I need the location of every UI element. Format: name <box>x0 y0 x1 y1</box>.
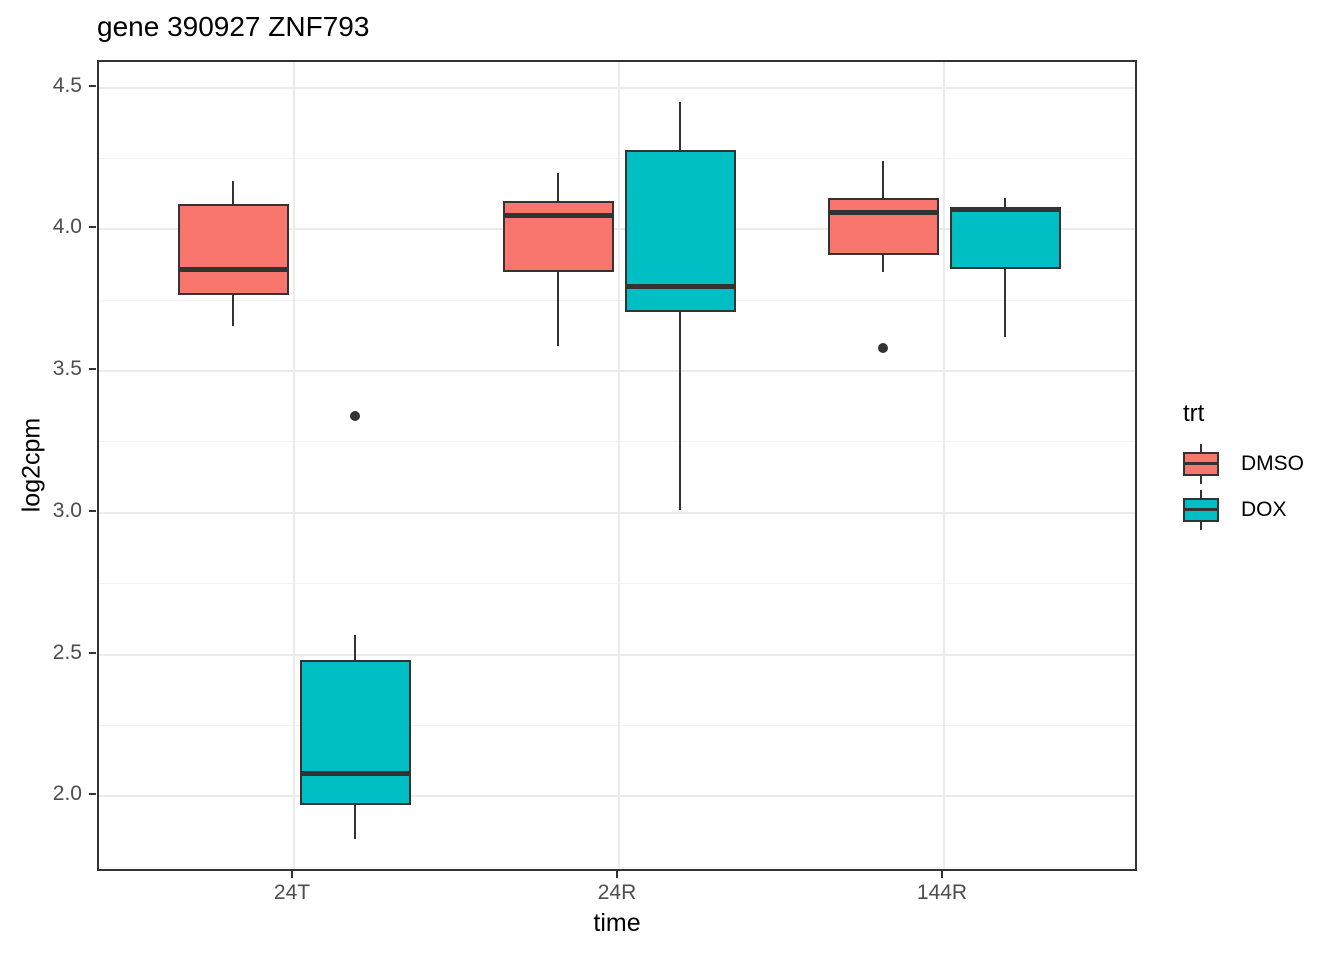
legend-label-dox: DOX <box>1241 498 1287 521</box>
outlier-point <box>350 411 360 422</box>
x-tick-label: 24R <box>597 881 637 904</box>
boxplot-box-dmso-24r <box>502 200 614 272</box>
y-axis-tick <box>89 226 96 229</box>
gridline-major-h <box>99 86 1135 89</box>
legend-title: trt <box>1183 400 1205 427</box>
plot-panel <box>97 60 1137 871</box>
boxplot-box-dox-24t <box>299 660 411 805</box>
outlier-point <box>878 343 888 354</box>
y-tick-label: 2.5 <box>52 640 82 664</box>
y-tick-label: 2.0 <box>52 782 82 806</box>
boxplot-median <box>179 266 287 272</box>
boxplot-median <box>951 206 1059 212</box>
gridline-minor-h <box>99 157 1135 159</box>
gridline-major-v <box>293 62 295 869</box>
legend-key-dmso <box>1183 444 1219 484</box>
gridline-major-h <box>99 370 1135 373</box>
chart-title: gene 390927 ZNF793 <box>97 11 370 42</box>
x-tick-label: 24T <box>273 881 311 904</box>
y-tick-label: 4.0 <box>52 215 82 239</box>
legend-row-dox: DOX <box>1183 490 1304 530</box>
y-axis-tick <box>89 84 96 87</box>
boxplot-box-dmso-144r <box>827 198 939 255</box>
legend-row-dmso: DMSO <box>1183 444 1304 484</box>
legend-label-dmso: DMSO <box>1241 452 1304 475</box>
legend-key-median <box>1185 462 1217 465</box>
gridline-major-h <box>99 653 1135 656</box>
x-axis-tick <box>941 871 943 878</box>
boxplot-median <box>301 771 409 777</box>
y-tick-label: 3.5 <box>52 357 82 381</box>
y-axis-tick <box>89 368 96 371</box>
gridline-major-h <box>99 228 1135 231</box>
gridline-minor-h <box>99 441 1135 443</box>
gridline-major-h <box>99 511 1135 514</box>
y-axis-tick <box>89 793 96 796</box>
y-axis-tick <box>89 651 96 654</box>
legend-key-median <box>1185 508 1217 511</box>
gridline-minor-h <box>99 866 1135 868</box>
y-axis-tick <box>89 509 96 512</box>
boxplot-median <box>504 212 612 218</box>
x-tick-label: 144R <box>916 881 968 904</box>
y-tick-label: 3.0 <box>52 498 82 522</box>
boxplot-box-dox-144r <box>949 206 1061 269</box>
gridline-major-v <box>618 62 620 869</box>
x-axis-title: time <box>593 909 641 937</box>
gridline-minor-h <box>99 583 1135 585</box>
gridline-major-v <box>943 62 945 869</box>
boxplot-box-dmso-24t <box>177 203 289 295</box>
boxplot-median <box>829 209 937 215</box>
legend: trt DMSO DOX <box>1183 400 1304 536</box>
gridline-minor-h <box>99 299 1135 301</box>
legend-key-dox <box>1183 490 1219 530</box>
y-tick-label: 4.5 <box>52 73 82 97</box>
boxplot-median <box>626 283 734 289</box>
x-axis-tick <box>616 871 618 878</box>
gridline-major-h <box>99 795 1135 798</box>
gridline-minor-h <box>99 725 1135 727</box>
x-axis-tick <box>291 871 293 878</box>
legend-rows: DMSO DOX <box>1183 444 1304 530</box>
